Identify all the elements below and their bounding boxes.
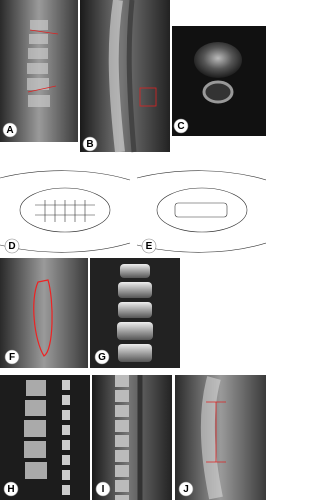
panel-label: J	[183, 484, 189, 495]
surgical-field	[156, 187, 248, 233]
angle-line	[27, 85, 57, 93]
panel-label: E	[146, 241, 153, 252]
spinal-column	[200, 376, 223, 500]
panel-j: J	[175, 375, 266, 500]
vertebrae	[27, 20, 50, 107]
spinal-column	[108, 0, 125, 153]
lesion-marker	[139, 87, 157, 107]
label-badge	[2, 122, 18, 138]
implant-sketch	[35, 200, 95, 222]
label-badge	[3, 481, 19, 497]
surgical-field	[19, 187, 111, 233]
panel-label: C	[177, 121, 184, 132]
vertebral-body	[194, 42, 242, 78]
panel-a: A	[0, 0, 78, 142]
vertebrae	[117, 264, 153, 362]
panel-label: I	[102, 484, 105, 495]
label-badge	[4, 238, 20, 254]
panel-h: H	[0, 375, 90, 500]
mri-image	[92, 375, 172, 500]
label-badge	[95, 481, 111, 497]
label-badge	[178, 481, 194, 497]
label-badge	[94, 349, 110, 365]
label-badge	[141, 238, 157, 254]
vertebrae	[24, 380, 47, 479]
xray-image	[175, 375, 266, 500]
label-badge	[173, 118, 189, 134]
panel-label: B	[86, 139, 93, 150]
mri-image	[80, 0, 170, 152]
angle-line	[29, 29, 59, 35]
panel-g: G	[90, 258, 180, 368]
panel-label: D	[8, 241, 15, 252]
panel-label: A	[6, 125, 13, 136]
spinal-cord	[126, 0, 137, 153]
implant-sketch	[174, 202, 228, 218]
outline-marker	[33, 279, 53, 357]
spinal-canal	[202, 80, 234, 104]
panel-b: B	[80, 0, 170, 153]
panel-label: G	[98, 352, 106, 363]
figure: A B C D E F	[0, 0, 266, 500]
label-badge	[82, 136, 98, 152]
panel-label: F	[9, 352, 15, 363]
panel-f: F	[0, 258, 88, 368]
panel-e: E	[136, 170, 266, 254]
panel-i: I	[92, 375, 172, 500]
xray-image	[0, 258, 88, 368]
panel-label: H	[7, 484, 14, 495]
label-badge	[4, 349, 20, 365]
panel-d: D	[0, 170, 131, 254]
panel-c: C	[172, 26, 266, 136]
